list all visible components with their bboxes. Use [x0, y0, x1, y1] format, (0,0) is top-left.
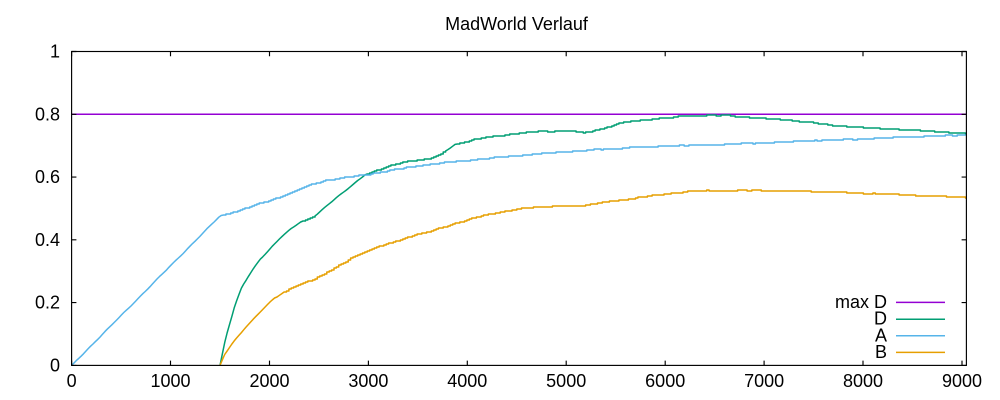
- svg-text:max D: max D: [835, 292, 887, 312]
- svg-text:1000: 1000: [150, 371, 190, 391]
- svg-text:0.2: 0.2: [35, 293, 60, 313]
- svg-text:5000: 5000: [546, 371, 586, 391]
- svg-text:1: 1: [50, 42, 60, 62]
- svg-text:9000: 9000: [942, 371, 982, 391]
- svg-text:0.4: 0.4: [35, 230, 60, 250]
- svg-text:8000: 8000: [843, 371, 883, 391]
- svg-text:6000: 6000: [645, 371, 685, 391]
- svg-text:0: 0: [67, 371, 77, 391]
- svg-text:0.8: 0.8: [35, 104, 60, 124]
- svg-text:D: D: [874, 309, 887, 329]
- svg-text:A: A: [875, 325, 887, 345]
- svg-text:B: B: [875, 342, 887, 362]
- svg-text:7000: 7000: [744, 371, 784, 391]
- svg-text:3000: 3000: [348, 371, 388, 391]
- svg-text:0.6: 0.6: [35, 167, 60, 187]
- svg-text:4000: 4000: [447, 371, 487, 391]
- svg-text:MadWorld Verlauf: MadWorld Verlauf: [445, 14, 589, 34]
- svg-text:2000: 2000: [249, 371, 289, 391]
- svg-text:0: 0: [50, 355, 60, 375]
